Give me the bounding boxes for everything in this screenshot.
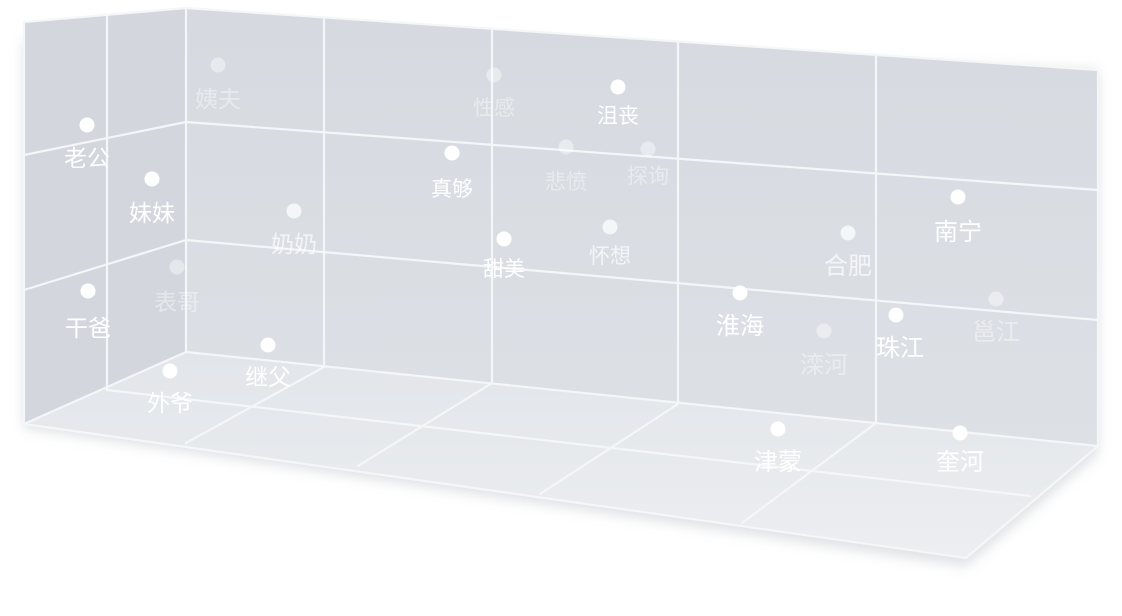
word-point	[840, 225, 856, 241]
word-label: 珠江	[876, 334, 924, 362]
word-label: 邕江	[972, 318, 1020, 346]
word-point	[952, 425, 968, 441]
word-point	[79, 117, 95, 133]
word-point	[162, 363, 178, 379]
word-label: 姨夫	[195, 87, 241, 113]
floor	[24, 352, 1098, 558]
word-point	[169, 259, 185, 275]
word-label: 继父	[245, 365, 291, 391]
word-point	[496, 231, 512, 247]
word-point	[80, 283, 96, 299]
word-point	[210, 57, 226, 73]
word-label: 合肥	[824, 252, 872, 280]
word-label: 甜美	[483, 257, 525, 281]
word-label: 怀想	[589, 244, 631, 268]
word-point	[950, 189, 966, 205]
word-label: 淮海	[716, 312, 764, 340]
word-label: 悲愤	[545, 170, 587, 194]
grid-lines	[22, 6, 1100, 560]
word-label: 探询	[627, 164, 669, 188]
word-label: 津蒙	[754, 448, 802, 476]
word-label: 外爷	[147, 391, 193, 417]
left-wall	[24, 8, 186, 424]
word-point	[144, 171, 160, 187]
word-point	[286, 203, 302, 219]
word-point	[260, 337, 276, 353]
word-point	[888, 307, 904, 323]
word-label: 滦河	[800, 351, 848, 379]
word-label: 奎河	[936, 448, 984, 476]
word-point	[558, 139, 574, 155]
word-point	[602, 219, 618, 235]
word-point	[770, 421, 786, 437]
word-point	[640, 141, 656, 157]
word-label: 奶奶	[271, 232, 317, 258]
word-point	[444, 145, 460, 161]
word-point	[988, 291, 1004, 307]
word-label: 真够	[431, 177, 473, 201]
word-label: 干爸	[65, 316, 111, 342]
word-label: 沮丧	[597, 104, 639, 128]
word-point	[486, 67, 502, 83]
word-label: 南宁	[934, 218, 982, 246]
word-label: 老公	[64, 146, 110, 172]
word-label: 妹妹	[129, 201, 175, 227]
word-label: 表哥	[154, 290, 200, 316]
back-wall	[186, 8, 1098, 446]
word-point	[816, 323, 832, 339]
word-label: 性感	[473, 96, 515, 120]
word-point	[610, 79, 626, 95]
word-point	[732, 285, 748, 301]
